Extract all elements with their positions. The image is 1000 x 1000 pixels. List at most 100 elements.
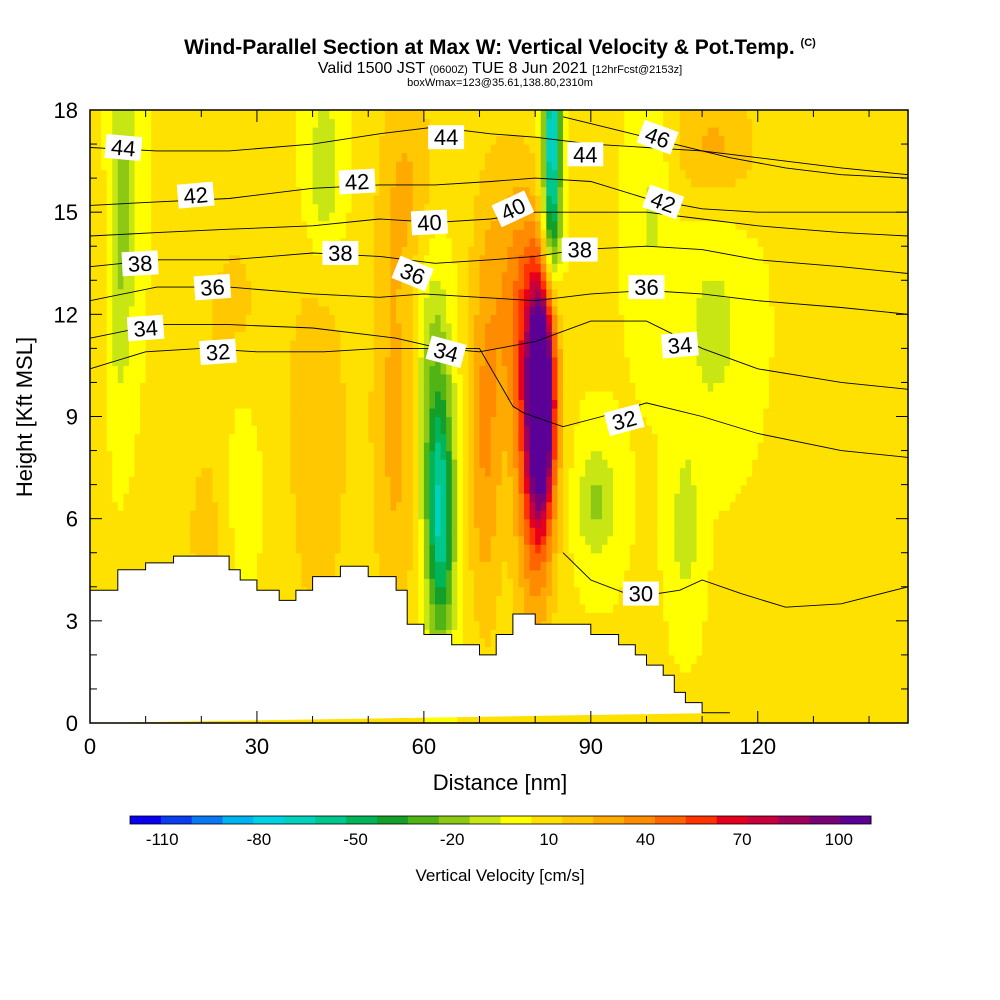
velocity-cell	[596, 603, 603, 613]
velocity-cell	[190, 450, 197, 460]
velocity-cell	[752, 697, 759, 707]
velocity-cell	[685, 586, 692, 596]
velocity-cell	[857, 688, 865, 699]
velocity-cell	[818, 697, 826, 707]
velocity-cell	[724, 518, 731, 528]
velocity-cell	[618, 484, 625, 494]
velocity-cell	[90, 459, 97, 469]
velocity-cell	[184, 459, 191, 469]
velocity-cell	[846, 484, 853, 494]
velocity-cell	[807, 561, 814, 571]
velocity-cell	[435, 442, 442, 452]
velocity-cell	[885, 527, 892, 537]
velocity-cell	[846, 654, 853, 664]
velocity-cell	[106, 501, 113, 511]
velocity-cell	[663, 467, 670, 477]
velocity-cell	[741, 552, 748, 562]
velocity-cell	[635, 442, 642, 452]
velocity-cell	[874, 697, 881, 707]
velocity-cell	[780, 442, 787, 452]
velocity-cell	[807, 493, 814, 503]
velocity-cell	[774, 476, 781, 486]
velocity-cell	[440, 501, 447, 511]
velocity-cell	[813, 697, 820, 707]
velocity-cell	[112, 510, 119, 520]
velocity-cell	[301, 569, 308, 579]
velocity-cell	[479, 510, 486, 520]
velocity-cell	[752, 501, 759, 511]
velocity-cell	[562, 544, 570, 554]
velocity-cell	[791, 561, 798, 571]
velocity-cell	[830, 467, 837, 477]
velocity-cell	[724, 493, 731, 503]
velocity-cell	[741, 493, 748, 503]
velocity-cell	[190, 433, 197, 443]
velocity-cell	[485, 493, 492, 503]
velocity-cell	[223, 433, 230, 443]
velocity-cell	[652, 459, 659, 469]
velocity-cell	[479, 459, 486, 469]
velocity-cell	[518, 442, 525, 452]
velocity-cell	[785, 501, 792, 511]
velocity-cell	[830, 510, 837, 520]
velocity-cell	[613, 433, 620, 443]
velocity-cell	[713, 493, 720, 503]
velocity-cell	[279, 501, 286, 511]
velocity-cell	[874, 629, 881, 639]
velocity-cell	[791, 595, 798, 605]
velocity-cell	[885, 612, 892, 622]
velocity-cell	[791, 527, 798, 537]
velocity-cell	[446, 518, 453, 528]
velocity-cell	[112, 467, 119, 477]
velocity-cell	[674, 459, 681, 469]
velocity-cell	[551, 518, 559, 528]
velocity-cell	[618, 620, 625, 630]
velocity-cell	[696, 612, 703, 622]
velocity-cell	[473, 637, 481, 647]
velocity-cell	[835, 467, 842, 477]
velocity-cell	[891, 595, 898, 605]
velocity-cell	[273, 552, 280, 562]
velocity-cell	[106, 442, 113, 452]
velocity-cell	[323, 561, 330, 571]
velocity-cell	[746, 467, 753, 477]
velocity-cell	[245, 467, 252, 477]
velocity-cell	[896, 535, 904, 545]
velocity-cell	[507, 603, 514, 613]
velocity-cell	[785, 459, 792, 469]
velocity-cell	[379, 501, 386, 511]
velocity-cell	[590, 629, 597, 639]
velocity-cell	[217, 493, 225, 503]
velocity-cell	[167, 510, 175, 520]
velocity-cell	[151, 535, 158, 545]
velocity-cell	[685, 476, 692, 486]
velocity-cell	[201, 433, 208, 443]
velocity-cell	[657, 442, 664, 452]
velocity-cell	[663, 433, 670, 443]
velocity-cell	[729, 663, 737, 673]
velocity-cell	[435, 552, 442, 562]
velocity-cell	[813, 518, 820, 528]
velocity-cell	[496, 603, 503, 613]
velocity-cell	[312, 510, 319, 520]
velocity-cell	[824, 646, 831, 656]
velocity-cell	[841, 603, 848, 613]
velocity-cell	[646, 654, 653, 664]
velocity-cell	[551, 552, 559, 562]
velocity-cell	[323, 467, 330, 477]
velocity-cell	[785, 450, 792, 460]
velocity-cell	[429, 578, 436, 588]
velocity-cell	[140, 518, 147, 528]
velocity-cell	[685, 467, 692, 477]
velocity-cell	[462, 637, 469, 647]
velocity-cell	[729, 578, 737, 588]
velocity-cell	[490, 603, 497, 613]
velocity-cell	[585, 612, 592, 622]
velocity-cell	[891, 629, 898, 639]
velocity-cell	[841, 501, 848, 511]
velocity-cell	[557, 578, 564, 588]
velocity-cell	[295, 493, 303, 503]
velocity-cell	[301, 501, 308, 511]
velocity-cell	[885, 595, 892, 605]
velocity-cell	[418, 442, 425, 452]
